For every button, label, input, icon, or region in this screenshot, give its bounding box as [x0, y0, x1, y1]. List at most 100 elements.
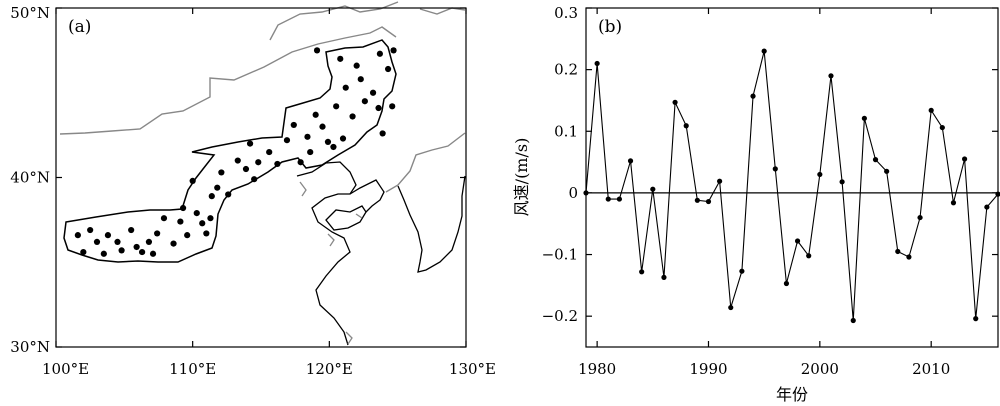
y-tick-label: 0.2 — [554, 61, 578, 79]
station-dot — [214, 184, 221, 191]
x-axis-label: 年份 — [776, 385, 808, 404]
panel-b-label: (b) — [598, 17, 622, 37]
y-tick-label: 0.3 — [554, 4, 578, 22]
data-point — [828, 73, 834, 79]
data-point — [917, 214, 923, 221]
station-dot — [225, 191, 232, 198]
data-point — [728, 304, 734, 311]
station-dot — [80, 248, 87, 256]
station-dot — [234, 157, 241, 164]
data-point — [672, 99, 678, 105]
data-point — [783, 280, 790, 287]
station-dot — [193, 209, 200, 217]
line-chart-panel: 1980 1990 2000 2010 −0.2 −0.1 0 0.1 0.2 0.3 (b) 年… — [512, 4, 1000, 404]
station-dot — [349, 113, 356, 120]
data-point — [639, 269, 645, 275]
map-panel: 100°E 110°E 120°E 130°E 30°N 40°N 50°N (a) — [10, 1, 496, 378]
wind-speed-series-line — [585, 51, 999, 321]
station-dot — [177, 218, 184, 225]
data-point — [717, 178, 723, 184]
data-point — [794, 238, 801, 244]
data-point — [594, 60, 600, 67]
station-dot — [283, 137, 291, 144]
station-dot — [357, 76, 364, 83]
data-point — [973, 316, 979, 322]
y-tick-label: −0.1 — [542, 246, 578, 264]
station-dot — [104, 232, 112, 239]
x-tick-label: 1980 — [578, 360, 616, 378]
station-dot — [342, 84, 349, 91]
y-tick-label: 50°N — [10, 4, 50, 22]
station-dot — [319, 123, 326, 130]
y-tick-label: 40°N — [10, 169, 50, 187]
station-dot — [160, 215, 168, 222]
panel-a-label: (a) — [68, 17, 91, 37]
coast-liaodong — [349, 179, 385, 213]
data-point — [583, 190, 589, 196]
data-point — [884, 168, 890, 174]
station-dot — [376, 50, 383, 57]
station-dot — [251, 176, 258, 183]
x-tick-label: 2010 — [912, 360, 950, 378]
coastline — [296, 161, 466, 346]
data-point — [761, 48, 767, 54]
station-dot — [208, 193, 215, 200]
station-dot — [324, 138, 332, 146]
station-dot — [203, 230, 210, 237]
station-dot — [199, 220, 206, 227]
x-tick-label: 120°E — [306, 360, 353, 378]
station-dot — [154, 230, 161, 237]
x-tick-label: 100°E — [42, 360, 89, 378]
border-line-korea — [385, 132, 466, 193]
station-dot — [389, 103, 396, 110]
station-dot — [100, 250, 107, 257]
data-point — [705, 198, 712, 205]
station-dot — [180, 204, 187, 212]
data-point — [817, 171, 823, 178]
x-tick-label: 130°E — [449, 360, 496, 378]
x-tick-label: 1990 — [689, 360, 727, 378]
y-tick-label: 0 — [568, 184, 578, 202]
station-dot — [189, 177, 196, 184]
station-dot — [353, 62, 360, 69]
data-point — [984, 204, 990, 210]
station-dot — [184, 232, 191, 239]
station-dot — [304, 133, 311, 140]
map-axis-ticks: 100°E 110°E 120°E 130°E 30°N 40°N 50°N — [10, 4, 496, 378]
station-dot — [149, 250, 157, 257]
country-border-lines — [59, 1, 466, 193]
data-point — [995, 191, 1000, 197]
x-tick-label: 110°E — [169, 360, 216, 378]
station-dot — [266, 148, 273, 156]
station-dot — [139, 248, 146, 256]
station-dot — [369, 89, 377, 96]
y-tick-label: 30°N — [10, 338, 50, 356]
data-point — [739, 268, 745, 274]
data-point — [750, 93, 756, 99]
station-dot — [375, 104, 382, 112]
station-dot — [390, 47, 397, 54]
station-dot — [145, 238, 153, 246]
station-dot — [246, 140, 254, 147]
coastal-islands — [299, 181, 363, 345]
data-point — [906, 254, 912, 260]
station-dot — [361, 98, 368, 105]
station-dot — [339, 135, 347, 142]
station-dot — [385, 65, 392, 73]
data-point — [961, 156, 968, 162]
station-dot — [337, 55, 344, 62]
station-dots — [74, 47, 397, 257]
station-dot — [128, 226, 135, 234]
data-point — [605, 196, 611, 202]
station-dot — [330, 143, 337, 151]
plot-frame — [585, 7, 999, 348]
data-point — [650, 186, 656, 192]
station-dot — [307, 148, 314, 156]
station-dot — [274, 160, 281, 168]
station-dot — [87, 226, 94, 234]
border-line-west — [59, 26, 397, 135]
station-dot — [379, 130, 386, 137]
data-point — [950, 200, 957, 206]
station-dot — [290, 121, 297, 129]
